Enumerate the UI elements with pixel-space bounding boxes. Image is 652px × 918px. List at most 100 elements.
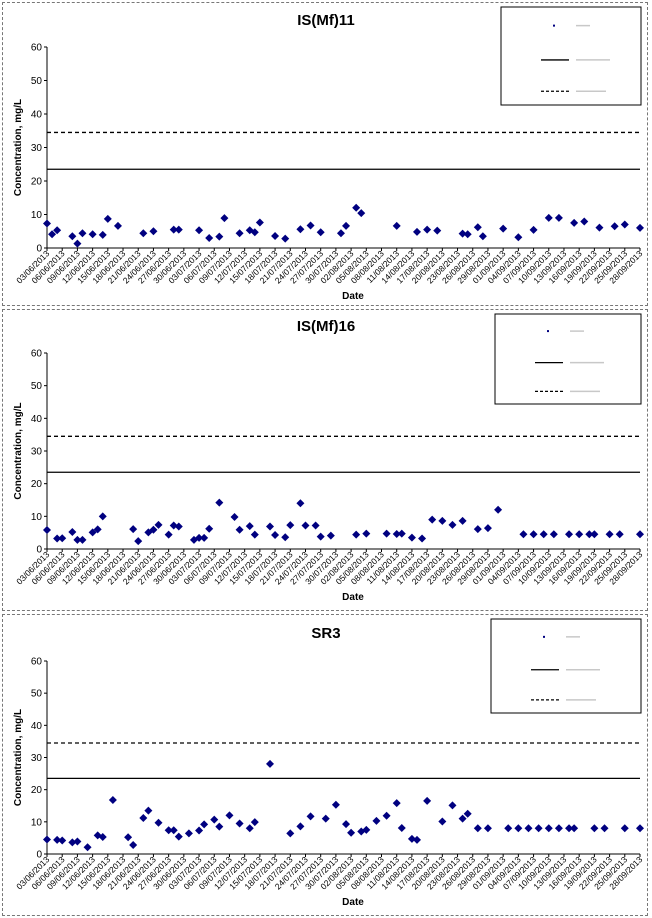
legend-box [500,6,642,106]
data-point-marker [174,832,183,841]
y-tick-label: 20 [31,479,43,490]
data-point-marker [78,535,87,544]
data-point-marker [53,226,62,235]
data-point-marker [357,209,366,218]
data-point-marker [68,838,77,847]
data-point-marker [43,835,51,844]
data-point-marker [636,223,644,232]
data-point-marker [428,515,437,524]
y-tick-label: 50 [31,689,43,700]
data-point-marker [412,227,421,236]
data-point-marker [184,829,193,838]
data-point-marker [407,834,416,843]
data-point-marker [392,221,401,230]
data-point-marker [139,229,148,238]
data-point-marker [438,516,447,525]
data-point-marker [134,537,143,546]
y-axis-label: Concentration, mg/L [13,99,24,196]
y-axis-label: Concentration, mg/L [13,402,24,499]
y-axis-label: Concentration, mg/L [13,709,24,806]
data-point-marker [43,219,51,228]
data-point-marker [53,534,62,543]
data-point-marker [483,824,492,833]
data-point-marker [483,524,492,533]
data-point-marker [296,822,305,831]
data-point-marker [423,796,432,805]
data-point-marker [245,522,254,531]
data-point-marker [113,221,122,230]
data-point-marker [98,230,107,239]
data-point-marker [235,819,244,828]
data-point-marker [448,520,457,529]
x-axis-label: Date [342,592,364,603]
data-point-marker [352,203,361,212]
data-point-marker [463,230,472,239]
data-point-marker [235,229,244,238]
y-tick-label: 50 [31,381,43,392]
data-point-marker [412,835,421,844]
data-point-marker [407,533,416,542]
data-point-marker [144,806,153,815]
y-tick-label: 40 [31,721,43,732]
data-point-marker [306,221,315,230]
data-point-marker [362,529,371,538]
data-point-marker [504,824,513,833]
data-point-marker [620,220,629,229]
data-point-marker [600,824,609,833]
data-point-marker [169,826,178,835]
y-tick-label: 50 [31,76,43,87]
y-tick-label: 20 [31,177,43,188]
data-point-marker [68,528,77,537]
data-point-marker [565,824,574,833]
data-point-marker [215,498,224,507]
data-point-marker [250,530,259,539]
data-point-marker [98,512,107,521]
data-point-marker [144,528,153,537]
data-point-marker [392,529,401,538]
data-point-marker [195,533,204,542]
data-point-marker [164,826,173,835]
chart-title: IS(Mf)16 [297,318,355,335]
data-point-marker [458,229,467,238]
data-point-marker [397,823,406,832]
data-point-marker [423,225,432,234]
y-tick-label: 20 [31,785,43,796]
data-point-marker [636,824,644,833]
data-point-marker [250,818,259,827]
y-tick-label: 0 [36,244,42,255]
data-point-marker [220,214,229,223]
data-point-marker [205,524,214,533]
data-point-marker [271,231,280,240]
data-point-marker [478,232,487,241]
data-point-marker [554,824,563,833]
y-tick-label: 60 [31,349,43,360]
data-point-marker [539,530,548,539]
data-point-marker [534,824,543,833]
data-point-marker [342,221,351,230]
legend-box [494,313,642,405]
data-point-marker [255,218,264,227]
chart-panel-sr3: SR3 Concentration, mg/L 0 10 20 30 40 50 60 03/06… [2,614,648,916]
data-point-marker [306,812,315,821]
y-tick-label: 40 [31,110,43,121]
data-point-marker [266,522,275,531]
data-point-marker [281,533,290,542]
data-point-marker [266,759,275,768]
data-point-marker [397,529,406,538]
data-point-marker [215,232,224,241]
data-point-marker [458,516,467,525]
data-point-marker [382,811,391,820]
data-point-marker [605,530,614,539]
data-point-marker [514,824,523,833]
data-point-marker [301,521,310,530]
data-point-marker [200,533,209,542]
data-point-marker [205,233,214,242]
data-point-marker [615,530,624,539]
data-point-marker [438,817,447,826]
data-point-marker [230,512,239,521]
data-point-marker [154,818,163,827]
data-point-marker [215,822,224,831]
y-tick-label: 10 [31,512,43,523]
data-point-marker [311,521,320,530]
